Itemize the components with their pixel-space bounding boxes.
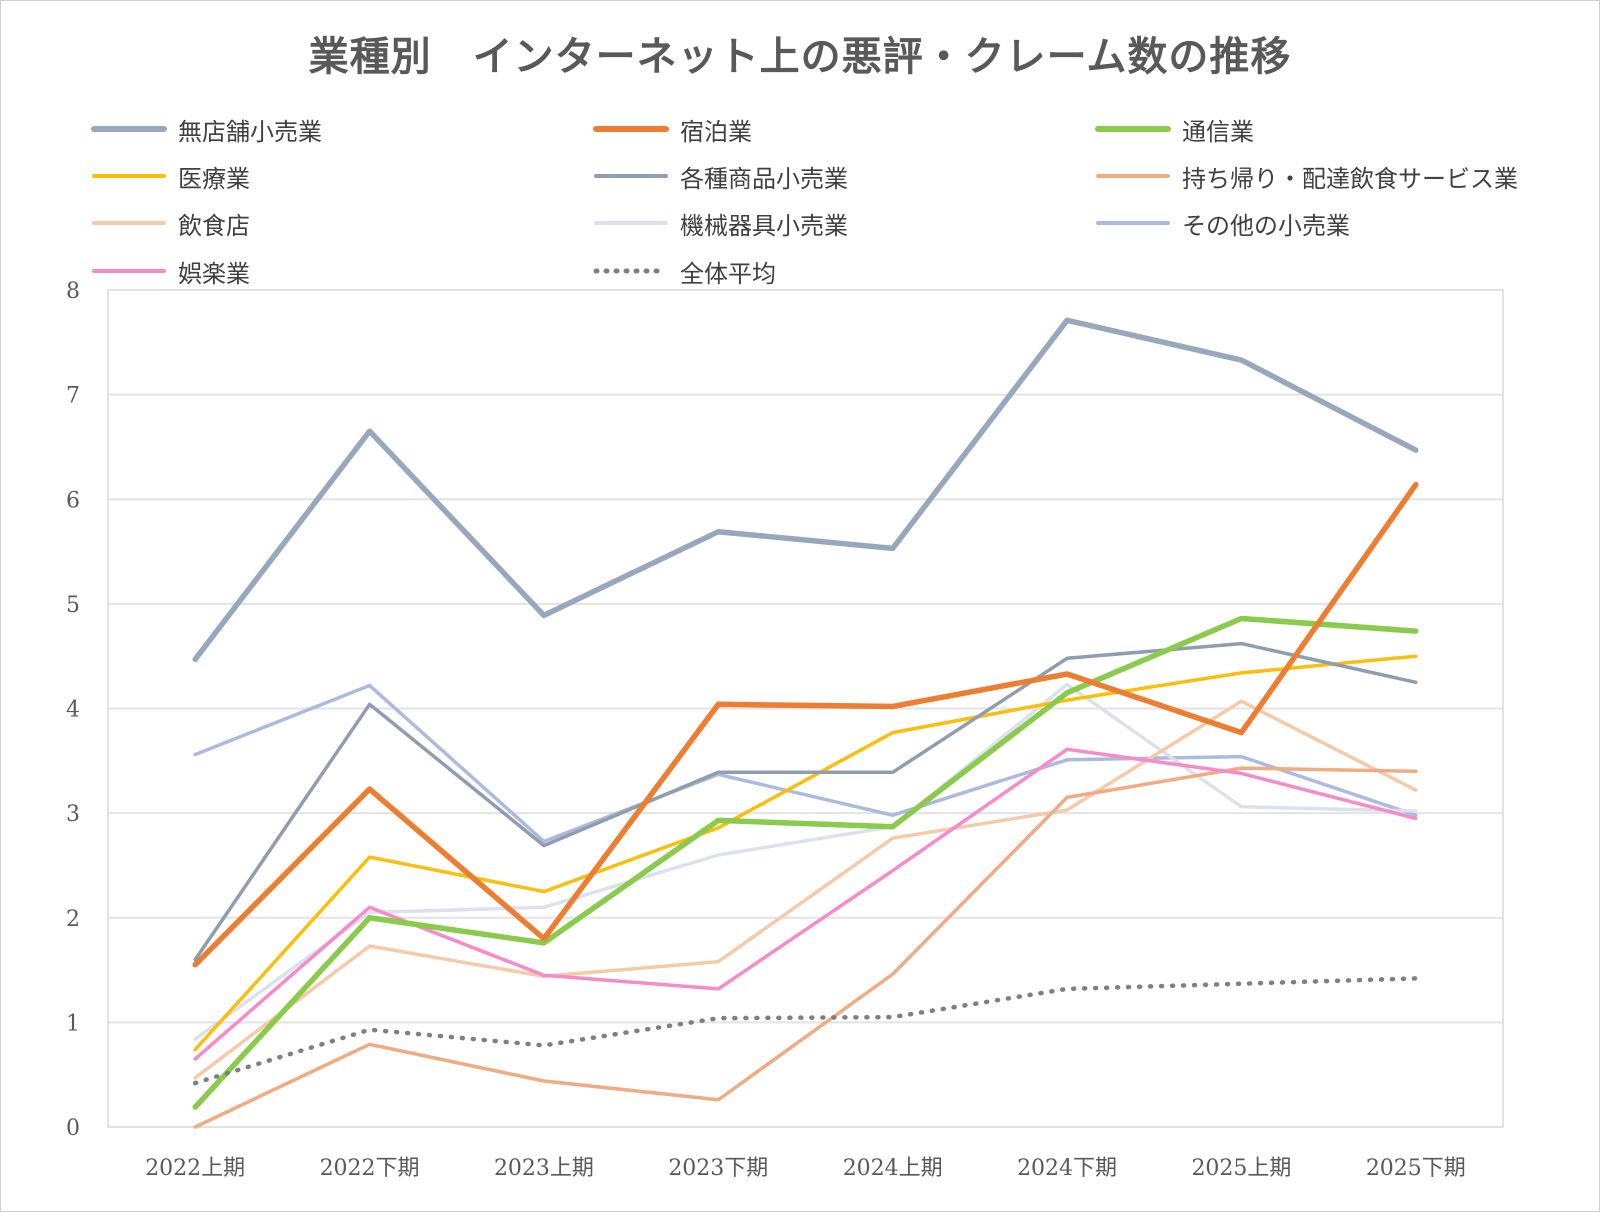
y-tick-label: 0 (66, 1116, 80, 1141)
series-line (192, 976, 1419, 1086)
chart-title: 業種別 インターネット上の悪評・クレーム数の推移 (308, 34, 1292, 80)
x-tick-label: 2024下期 (1017, 1156, 1117, 1181)
y-tick-label: 4 (66, 698, 80, 723)
legend-swatch (594, 174, 668, 178)
legend-label: 医療業 (178, 164, 250, 193)
y-tick-label: 3 (66, 802, 80, 827)
series-line (193, 654, 1418, 1052)
legend-item: 宿泊業 (592, 114, 752, 146)
x-tick-label: 2022下期 (320, 1156, 420, 1181)
legend-swatch (594, 221, 668, 225)
legend-item: その他の小売業 (1094, 208, 1350, 240)
legend-swatch (92, 269, 166, 273)
series-line (192, 615, 1419, 1110)
y-tick-label: 6 (66, 488, 80, 513)
legend-label: 各種商品小売業 (680, 164, 848, 193)
legend-label: 飲食店 (178, 211, 250, 240)
legend-swatch (1096, 174, 1170, 178)
chart-legend: 無店舗小売業 宿泊業 通信業医療業 各種商品小売業 持ち帰り・配達飲食サービス業飲食店 機… (0, 0, 1600, 300)
y-tick-label: 5 (66, 593, 80, 618)
legend-item: 持ち帰り・配達飲食サービス業 (1094, 161, 1518, 193)
legend-item: 無店舗小売業 (90, 114, 322, 146)
legend-item: 医療業 (90, 161, 250, 193)
x-tick-label: 2022上期 (145, 1156, 245, 1181)
y-tick-label: 7 (66, 384, 80, 409)
gridlines (108, 393, 1503, 1024)
series-line (193, 682, 1418, 1041)
legend-label: 無店舗小売業 (178, 117, 322, 146)
legend-item: 各種商品小売業 (592, 161, 848, 193)
series-line (193, 641, 1418, 962)
legend-swatch (92, 221, 166, 225)
legend-swatch (593, 126, 669, 132)
legend-swatch (92, 174, 166, 178)
series-line (193, 699, 1418, 1080)
y-tick-label: 2 (66, 907, 80, 932)
series-line (192, 317, 1419, 663)
series-line (193, 683, 1418, 844)
series-lines (192, 317, 1419, 1129)
y-tick-label: 8 (66, 279, 80, 304)
x-tick-label: 2025上期 (1191, 1156, 1291, 1181)
legend-item: 通信業 (1094, 114, 1254, 146)
x-tick-label: 2025下期 (1366, 1156, 1466, 1181)
x-tick-label: 2023上期 (494, 1156, 594, 1181)
legend-item: 機械器具小売業 (592, 208, 848, 240)
x-tick-label: 2024上期 (843, 1156, 943, 1181)
legend-item: 全体平均 (592, 256, 776, 288)
y-tick-label: 1 (66, 1011, 80, 1036)
legend-label: 宿泊業 (680, 117, 752, 146)
legend-swatch (91, 126, 167, 132)
legend-label: 機械器具小売業 (680, 211, 848, 240)
x-tick-label: 2023下期 (668, 1156, 768, 1181)
legend-item: 娯楽業 (90, 256, 250, 288)
axes: 0 1 2 3 4 5 6 7 8 2022上期 2022下期 2023上期 2023下期 2024上期 2… (66, 279, 1504, 1181)
plot-area (107, 289, 1504, 1128)
legend-item: 飲食店 (90, 208, 250, 240)
legend-swatch (593, 268, 669, 274)
legend-label: 全体平均 (680, 259, 776, 288)
legend-label: 通信業 (1182, 117, 1254, 146)
legend-label: 娯楽業 (178, 259, 250, 288)
series-line (193, 766, 1418, 1129)
legend-swatch (1095, 126, 1171, 132)
series-line (193, 747, 1418, 1061)
legend-swatch (1096, 221, 1170, 225)
series-line (192, 481, 1419, 968)
legend-label: その他の小売業 (1182, 211, 1350, 240)
legend-label: 持ち帰り・配達飲食サービス業 (1182, 164, 1518, 193)
